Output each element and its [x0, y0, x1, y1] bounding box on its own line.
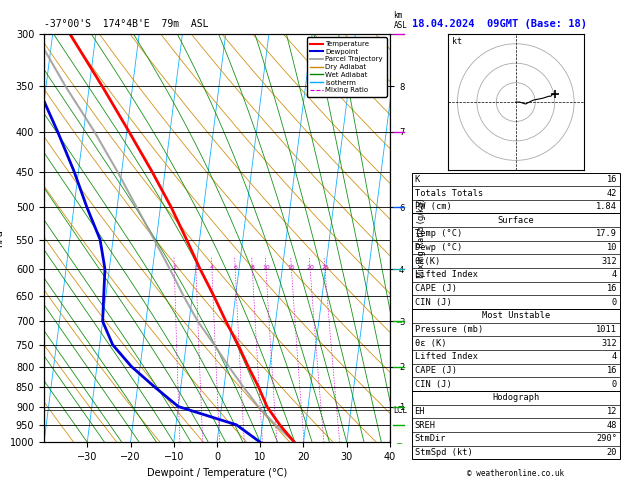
Text: Surface: Surface	[498, 216, 534, 225]
Text: 16: 16	[606, 366, 617, 375]
Text: Hodograph: Hodograph	[492, 393, 540, 402]
Text: 1011: 1011	[596, 325, 617, 334]
Text: CAPE (J): CAPE (J)	[415, 366, 457, 375]
Text: ─: ─	[396, 402, 401, 411]
Text: ─: ─	[396, 203, 401, 212]
Text: SREH: SREH	[415, 421, 435, 430]
Text: 4: 4	[612, 270, 617, 279]
Text: Totals Totals: Totals Totals	[415, 189, 483, 197]
Text: CIN (J): CIN (J)	[415, 298, 451, 307]
Text: 312: 312	[601, 257, 617, 266]
Text: 20: 20	[606, 448, 617, 457]
Text: K: K	[415, 175, 420, 184]
X-axis label: Dewpoint / Temperature (°C): Dewpoint / Temperature (°C)	[147, 468, 287, 478]
Text: Lifted Index: Lifted Index	[415, 352, 477, 362]
Text: Dewp (°C): Dewp (°C)	[415, 243, 462, 252]
Text: 0: 0	[612, 298, 617, 307]
Text: kt: kt	[452, 37, 462, 46]
Text: ─: ─	[396, 362, 401, 371]
Y-axis label: hPa: hPa	[0, 229, 4, 247]
Text: ─: ─	[396, 264, 401, 274]
Text: 48: 48	[606, 421, 617, 430]
Text: 42: 42	[606, 189, 617, 197]
Text: CAPE (J): CAPE (J)	[415, 284, 457, 293]
Text: Mixing Ratio (g/kg): Mixing Ratio (g/kg)	[417, 198, 426, 278]
Text: Lifted Index: Lifted Index	[415, 270, 477, 279]
Text: 0: 0	[612, 380, 617, 389]
Text: 17.9: 17.9	[596, 229, 617, 239]
Text: ─: ─	[396, 127, 401, 136]
Text: ─: ─	[396, 317, 401, 326]
Text: 25: 25	[321, 265, 329, 270]
Text: Most Unstable: Most Unstable	[482, 312, 550, 320]
Text: 4: 4	[210, 265, 214, 270]
Text: 12: 12	[606, 407, 617, 416]
Text: 8: 8	[250, 265, 254, 270]
Text: 4: 4	[612, 352, 617, 362]
Text: Temp (°C): Temp (°C)	[415, 229, 462, 239]
Text: 1.84: 1.84	[596, 202, 617, 211]
Text: 16: 16	[606, 175, 617, 184]
Text: -37°00'S  174°4B'E  79m  ASL: -37°00'S 174°4B'E 79m ASL	[44, 19, 209, 29]
Text: StmDir: StmDir	[415, 434, 446, 443]
Text: km
ASL: km ASL	[394, 11, 408, 30]
Text: 3: 3	[194, 265, 198, 270]
Text: 18.04.2024  09GMT (Base: 18): 18.04.2024 09GMT (Base: 18)	[412, 19, 587, 29]
Text: PW (cm): PW (cm)	[415, 202, 451, 211]
Text: EH: EH	[415, 407, 425, 416]
Text: 2: 2	[172, 265, 176, 270]
Text: θε(K): θε(K)	[415, 257, 441, 266]
Text: 290°: 290°	[596, 434, 617, 443]
Text: 312: 312	[601, 339, 617, 347]
Text: ─: ─	[396, 420, 401, 429]
Text: 6: 6	[233, 265, 237, 270]
Text: 10: 10	[606, 243, 617, 252]
Text: 16: 16	[606, 284, 617, 293]
Text: StmSpd (kt): StmSpd (kt)	[415, 448, 472, 457]
Text: 10: 10	[262, 265, 270, 270]
Text: Pressure (mb): Pressure (mb)	[415, 325, 483, 334]
Text: θε (K): θε (K)	[415, 339, 446, 347]
Text: 20: 20	[306, 265, 314, 270]
Text: ─: ─	[396, 30, 401, 38]
Text: © weatheronline.co.uk: © weatheronline.co.uk	[467, 469, 564, 478]
Text: ─: ─	[396, 438, 401, 447]
Text: LCL: LCL	[392, 406, 406, 415]
Text: 15: 15	[287, 265, 296, 270]
Text: CIN (J): CIN (J)	[415, 380, 451, 389]
Legend: Temperature, Dewpoint, Parcel Trajectory, Dry Adiabat, Wet Adiabat, Isotherm, Mi: Temperature, Dewpoint, Parcel Trajectory…	[307, 37, 386, 97]
